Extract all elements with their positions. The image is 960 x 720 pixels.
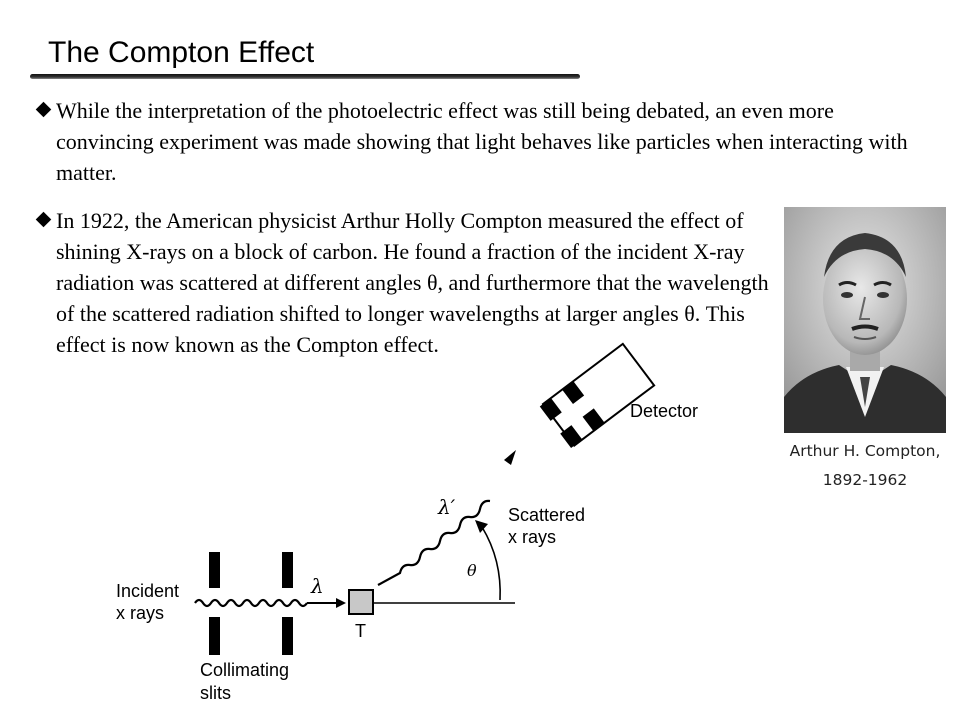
- compton-portrait: [784, 207, 946, 433]
- detector: [539, 342, 656, 448]
- incident-wave: [194, 598, 308, 608]
- incident-arrowhead-icon: [336, 598, 346, 608]
- collimating-label-line1: Collimating: [200, 660, 289, 680]
- incident-label-line1: Incident: [116, 581, 179, 601]
- incident-label-line2: x rays: [116, 603, 164, 623]
- target-label: T: [355, 621, 366, 641]
- scattered-label-line2: x rays: [508, 527, 556, 547]
- target-block: [348, 589, 374, 615]
- lambda-label: λ: [310, 574, 324, 598]
- photo-caption: Arthur H. Compton, 1892-1962: [770, 437, 960, 495]
- slide-title: The Compton Effect: [48, 36, 315, 69]
- bullet-text: In 1922, the American physicist Arthur H…: [56, 208, 769, 357]
- scattered-label-line1: Scattered: [508, 505, 585, 525]
- theta-label: θ: [467, 561, 477, 580]
- scattered-arrowhead-icon: [504, 450, 516, 465]
- angle-arc: [481, 526, 501, 601]
- bullet-item: While the interpretation of the photoele…: [35, 95, 926, 188]
- detector-label: Detector: [630, 401, 698, 421]
- angle-arc-arrowhead-icon: [475, 520, 488, 533]
- slit-block-lower-right: [282, 617, 293, 655]
- bullet-item: In 1922, the American physicist Arthur H…: [35, 205, 776, 360]
- scattered-wave: [377, 499, 491, 586]
- collimating-label-line2: slits: [200, 683, 231, 703]
- slit-block-upper-left: [209, 552, 220, 588]
- portrait-image: [784, 207, 946, 433]
- lambda-prime-label: λ′: [437, 495, 456, 519]
- slit-block-lower-left: [209, 617, 220, 655]
- bullet-text: While the interpretation of the photoele…: [56, 98, 908, 185]
- caption-years: 1892-1962: [822, 471, 908, 489]
- title-underline: [30, 74, 580, 79]
- caption-name: Arthur H. Compton,: [789, 442, 941, 460]
- slit-block-upper-right: [282, 552, 293, 588]
